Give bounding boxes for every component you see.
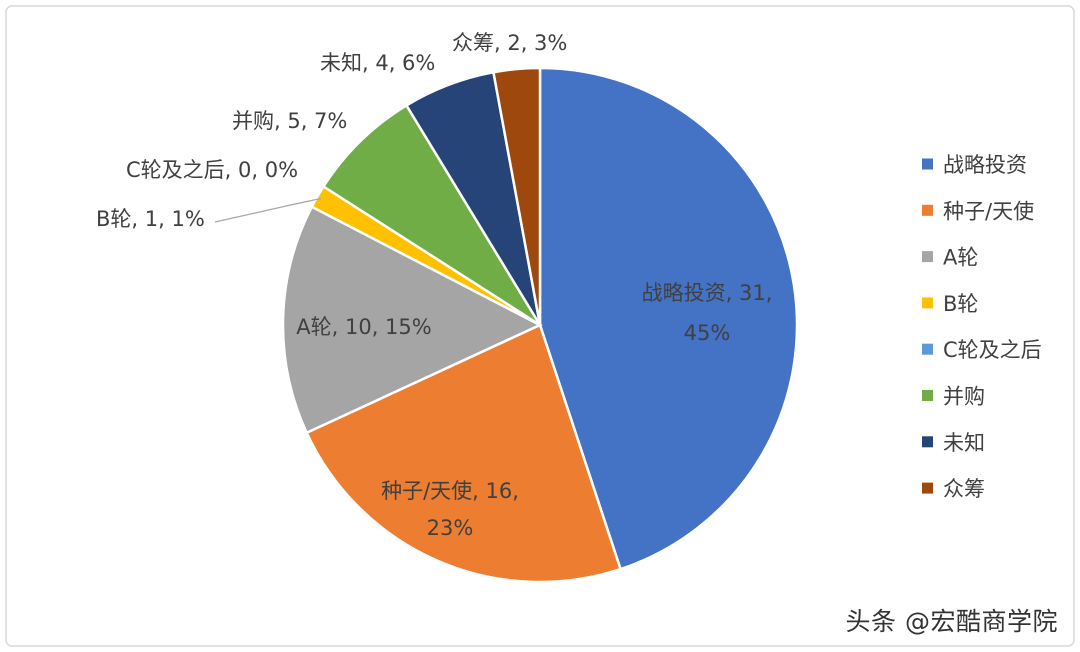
- pie-slice-2: [305, 323, 623, 584]
- legend-swatch-1: [922, 158, 933, 170]
- legend-swatch-6: [922, 390, 933, 401]
- data-label-8: 众筹, 2, 3%: [452, 31, 567, 55]
- legend-swatch-7: [922, 436, 933, 448]
- legend-swatch-2: [922, 204, 933, 216]
- data-label-2: 种子/天使, 16,: [381, 479, 519, 503]
- legend-entry-8: 众筹: [943, 477, 985, 501]
- legend-entry-7: 未知: [943, 431, 985, 455]
- data-label-1: 战略投资, 31,: [642, 281, 773, 305]
- data-label-6: 并购, 5, 7%: [232, 109, 347, 133]
- legend-swatch-4: [922, 297, 933, 309]
- leader-lines: [214, 197, 322, 223]
- pie-slice-6: [321, 103, 542, 327]
- data-label-5: C轮及之后, 0, 0%: [126, 158, 298, 182]
- legend-swatch-8: [922, 482, 933, 494]
- data-label-4: B轮, 1, 1%: [96, 207, 205, 231]
- pie-slice-8: [491, 66, 542, 326]
- pie-slices: [281, 66, 799, 584]
- data-label-7: 未知, 4, 6%: [320, 51, 435, 75]
- leader-line-4: [214, 197, 322, 223]
- legend-entry-5: C轮及之后: [943, 338, 1042, 362]
- legend-entry-6: 并购: [943, 385, 985, 409]
- legend-entry-1: 战略投资: [943, 153, 1027, 177]
- data-label-1-line2: 45%: [684, 321, 731, 345]
- data-label-2-line2: 23%: [427, 516, 474, 540]
- data-label-3: A轮, 10, 15%: [296, 315, 431, 339]
- legend-entry-4: B轮: [943, 292, 978, 316]
- data-labels: 战略投资, 31, 45% 种子/天使, 16, 23% A轮, 10, 15% B轮, …: [96, 31, 772, 540]
- pie-slice-1: [538, 66, 799, 571]
- legend-entry-3: A轮: [943, 246, 978, 270]
- legend-swatch-5: [922, 343, 933, 355]
- watermark-text: 头条 @宏酷商学院: [845, 607, 1058, 636]
- legend-entry-2: 种子/天使: [943, 199, 1034, 223]
- pie-slice-3: [281, 205, 543, 435]
- legend-swatch-3: [922, 251, 933, 263]
